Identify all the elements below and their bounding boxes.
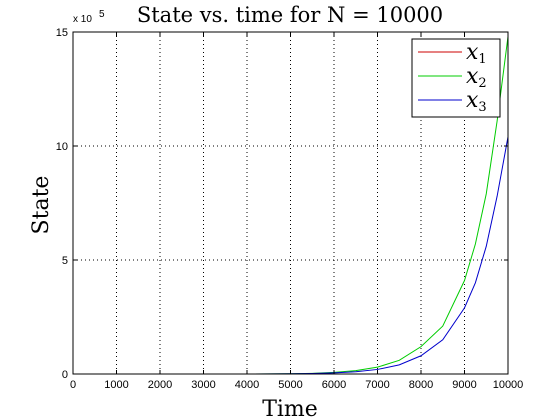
x-tick-label: 9000 — [452, 379, 476, 391]
x-tick-label: 1000 — [104, 379, 128, 391]
y-tick-label: 15 — [56, 27, 68, 39]
x-axis-label: Time — [262, 397, 318, 420]
y-tick-label: 10 — [56, 141, 68, 153]
y-multiplier-base: x 10 — [73, 14, 92, 25]
x-tick-label: 7000 — [365, 379, 389, 391]
x-tick-label: 8000 — [409, 379, 433, 391]
axis-ticks: 0 1000 2000 3000 4000 5000 6000 7000 8000 9000 100… — [56, 27, 524, 391]
x-tick-label: 4000 — [235, 379, 259, 391]
x-tick-label: 6000 — [322, 379, 346, 391]
x-tick-label: 5000 — [278, 379, 302, 391]
x-tick-label: 3000 — [191, 379, 215, 391]
y-axis-label: State — [29, 176, 54, 235]
chart-title: State vs. time for N = 10000 — [137, 3, 443, 27]
x-tick-label: 10000 — [493, 379, 524, 391]
y-tick-label: 5 — [62, 255, 68, 267]
y-tick-label: 0 — [62, 369, 68, 381]
x-tick-label: 2000 — [148, 379, 172, 391]
y-multiplier: x 10 5 — [73, 9, 105, 25]
legend-box — [411, 38, 501, 118]
y-multiplier-exponent: 5 — [99, 9, 105, 20]
x-tick-label: 0 — [70, 379, 76, 391]
